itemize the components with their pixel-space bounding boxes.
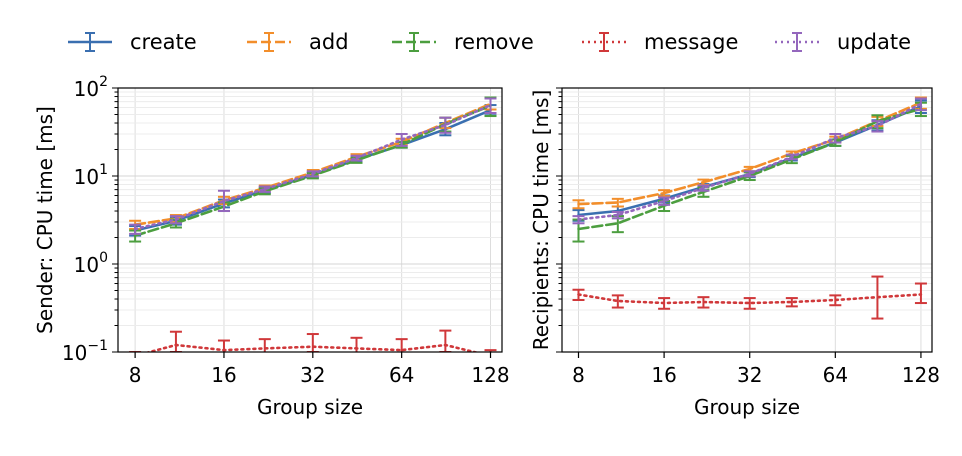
errorbar-message: [217, 339, 230, 352]
errorbar-update: [611, 210, 624, 220]
series-line-update: [577, 102, 923, 221]
errorbar-message: [439, 329, 452, 352]
y-axis-label: Recipients: CPU time [ms]: [529, 90, 553, 351]
series-line-message: [577, 293, 923, 305]
errorbar-update: [258, 185, 271, 193]
errorbar-update: [395, 133, 408, 147]
errorbar-message: [871, 275, 884, 320]
x-tick-label: 16: [211, 363, 236, 387]
errorbar-update: [829, 133, 842, 144]
x-tick-label: 16: [651, 363, 676, 387]
series-line-remove: [577, 107, 923, 231]
errorbar-update: [871, 120, 884, 133]
errorbar-message: [395, 338, 408, 352]
x-tick-label: 32: [300, 363, 325, 387]
series-update: [129, 97, 497, 235]
errorbar-update: [129, 223, 142, 235]
errorbar-add: [611, 197, 624, 208]
x-tick-label: 64: [389, 363, 414, 387]
y-tick-label: 10−1: [62, 338, 108, 365]
errorbar-update: [658, 196, 671, 206]
errorbar-update: [484, 97, 497, 114]
errorbar-update: [572, 215, 585, 225]
errorbar-update: [914, 97, 927, 112]
x-tick-label: 32: [737, 363, 762, 387]
errorbar-add: [658, 189, 671, 198]
y-tick-label: 100: [74, 250, 108, 277]
plot-area: [572, 96, 927, 320]
panel-2: 8 16 32 64 128 Group size Recipients: CPU time…: [529, 87, 940, 419]
x-axis-label: Group size: [257, 395, 363, 419]
panels: 8 16 32 64 128 10−1 100 101 102 Group size Sender:…: [33, 74, 940, 419]
x-tick-label: 8: [572, 363, 585, 387]
legend-entry-create: create: [68, 30, 197, 54]
errorbar-message: [306, 333, 319, 352]
legend-label-create: create: [130, 30, 197, 54]
y-tick-label: 101: [74, 162, 108, 189]
panel-1: 8 16 32 64 128 10−1 100 101 102 Group size Sender:…: [33, 74, 510, 419]
legend-entry-update: update: [775, 30, 911, 54]
legend-label-update: update: [837, 30, 911, 54]
legend-label-remove: remove: [454, 30, 534, 54]
errorbar-message: [169, 330, 182, 352]
errorbar-message: [658, 297, 671, 310]
errorbar-message: [785, 297, 798, 308]
errorbar-message: [829, 294, 842, 307]
series-message: [129, 329, 497, 352]
series-update: [572, 97, 927, 225]
errorbar-message: [914, 282, 927, 305]
axes-frame: [117, 87, 503, 353]
errorbar-update: [785, 153, 798, 161]
errorbar-update: [350, 154, 363, 162]
errorbar-update: [306, 170, 319, 178]
legend-entry-message: message: [582, 30, 738, 54]
legend-label-add: add: [309, 30, 349, 54]
y-tick-label: 102: [74, 74, 108, 101]
errorbar-update: [743, 170, 756, 178]
legend-label-message: message: [644, 30, 738, 54]
legend: create add remove message update: [68, 30, 911, 54]
x-tick-label: 8: [129, 363, 142, 387]
errorbar-message: [611, 294, 624, 309]
errorbar-message: [743, 297, 756, 310]
x-tick-label: 128: [902, 363, 940, 387]
errorbar-message: [350, 336, 363, 352]
x-axis-label: Group size: [694, 395, 800, 419]
series-message: [572, 275, 927, 320]
errorbar-update: [439, 116, 452, 134]
errorbar-add: [572, 199, 585, 210]
errorbar-message: [697, 296, 710, 309]
x-tick-label: 64: [823, 363, 848, 387]
errorbar-update: [217, 189, 230, 213]
axes-frame: [561, 87, 933, 353]
errorbar-update: [697, 184, 710, 192]
legend-entry-remove: remove: [392, 30, 534, 54]
errorbar-update: [169, 215, 182, 225]
plot-area: [129, 96, 497, 352]
errorbar-message: [572, 288, 585, 301]
y-axis-label: Sender: CPU time [ms]: [33, 106, 57, 334]
legend-entry-add: add: [247, 30, 349, 54]
x-tick-label: 128: [471, 363, 509, 387]
